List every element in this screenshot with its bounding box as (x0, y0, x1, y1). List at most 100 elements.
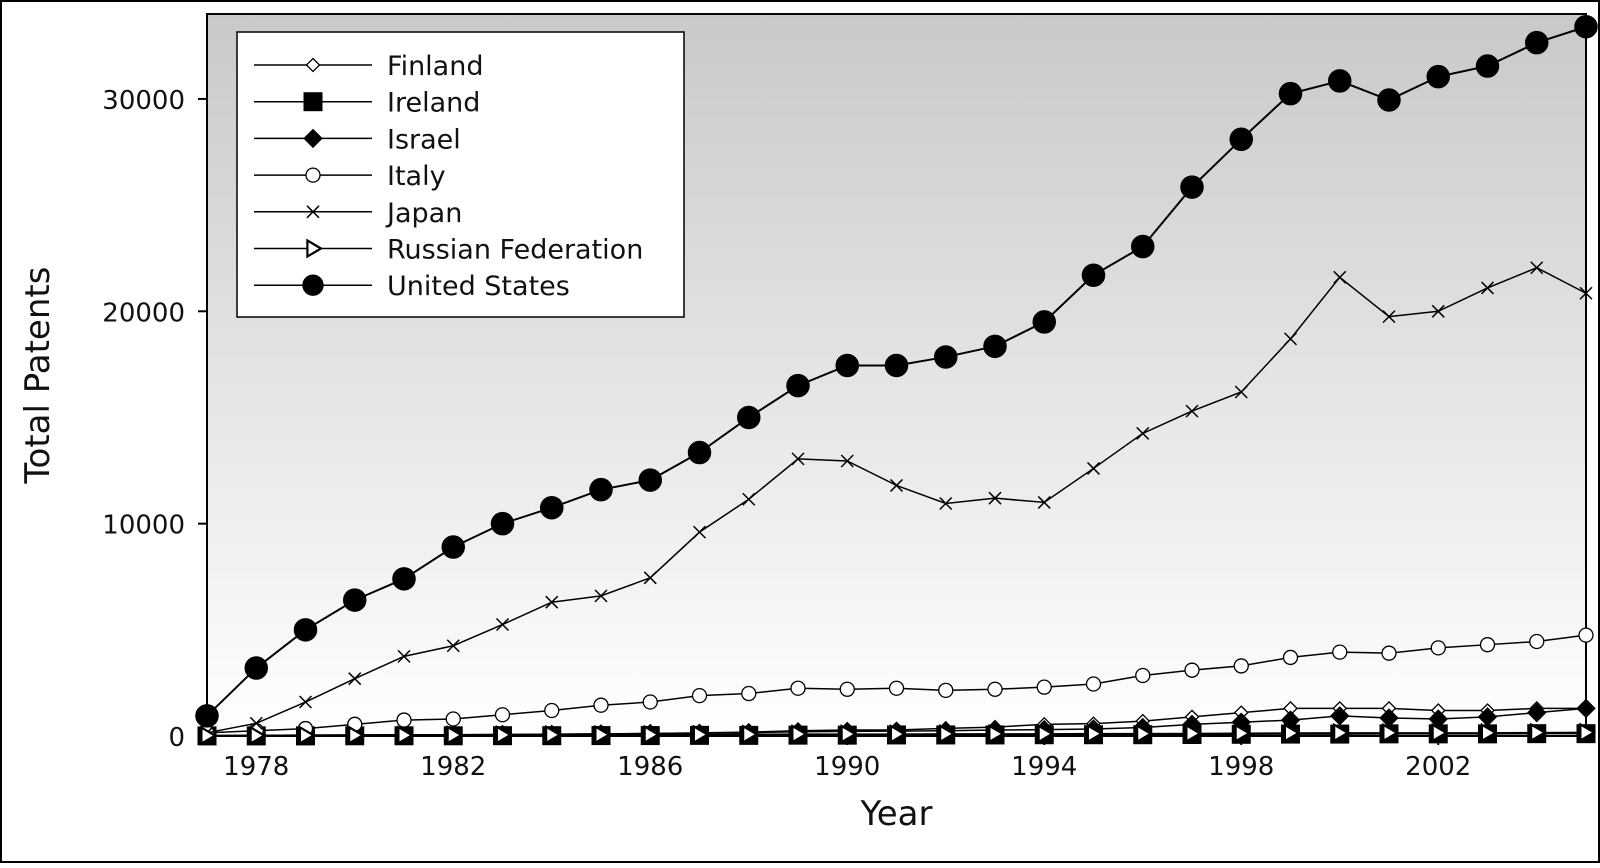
legend: Finland Ireland Israel Italy Japan Russian Fe… (236, 31, 685, 318)
data-point (1530, 261, 1544, 275)
legend-entry: Finland (254, 51, 483, 82)
data-point (1382, 310, 1396, 324)
data-point (1037, 495, 1051, 509)
data-point (494, 707, 511, 723)
data-point (1578, 627, 1594, 643)
data-point (888, 680, 905, 696)
series-russian-federation (200, 722, 1597, 746)
data-point (1037, 723, 1055, 744)
data-point (643, 724, 661, 745)
data-point (1278, 81, 1303, 106)
legend-entry: Israel (254, 124, 461, 155)
data-point (1332, 644, 1348, 660)
data-point (1477, 707, 1498, 727)
data-point (1382, 722, 1400, 743)
data-point (638, 468, 662, 492)
legend-label: Italy (387, 161, 446, 192)
y-axis-title: Total Patents (18, 267, 58, 485)
data-point (741, 685, 757, 702)
x-tick-label: 1986 (617, 752, 683, 782)
data-point (692, 525, 707, 539)
legend-entry: Russian Federation (254, 235, 643, 266)
data-point (1233, 658, 1249, 674)
y-tick-label: 20000 (102, 298, 185, 328)
legend-entry: Japan (254, 198, 462, 229)
data-point (446, 725, 464, 745)
data-point (545, 724, 562, 745)
data-point (987, 681, 1003, 697)
data-point (939, 723, 956, 744)
data-point (1185, 723, 1203, 744)
data-point (643, 571, 657, 585)
data-point (1229, 127, 1253, 152)
data-point (1579, 286, 1593, 300)
data-point (1180, 175, 1204, 199)
data-point (1136, 426, 1150, 440)
data-point (1234, 723, 1252, 744)
data-point (1184, 662, 1200, 678)
data-point (397, 649, 411, 663)
data-point (298, 695, 313, 709)
data-point (1032, 310, 1056, 334)
data-point (840, 724, 858, 745)
data-point (1081, 263, 1106, 287)
data-point (1431, 304, 1445, 318)
data-point (305, 57, 321, 73)
y-tick-label: 0 (168, 723, 185, 753)
data-point (889, 478, 904, 492)
data-point (495, 617, 510, 632)
data-point (545, 595, 559, 609)
data-point (840, 454, 854, 468)
data-point (1282, 649, 1299, 666)
data-point (594, 724, 612, 745)
data-point (544, 702, 560, 719)
data-point (939, 496, 953, 511)
data-point (445, 711, 461, 727)
data-point (1574, 14, 1598, 39)
data-point (791, 724, 809, 745)
data-point (303, 92, 323, 112)
data-point (348, 725, 365, 746)
data-point (1328, 69, 1352, 93)
data-point (988, 723, 1006, 744)
data-point (244, 656, 268, 680)
legend-label: Finland (387, 51, 483, 82)
data-point (889, 724, 907, 745)
legend-entry: Ireland (254, 88, 480, 119)
data-point (392, 567, 416, 591)
data-point (1135, 667, 1151, 684)
data-point (1527, 702, 1547, 723)
data-point (835, 353, 859, 378)
x-axis-title: Year (860, 794, 933, 834)
data-point (790, 680, 806, 696)
data-point (1136, 723, 1153, 744)
data-point (1234, 385, 1248, 399)
data-point (934, 345, 958, 369)
legend-label: Japan (385, 198, 462, 229)
data-point (1086, 461, 1101, 475)
data-point (1430, 640, 1446, 656)
data-point (1283, 723, 1301, 743)
series-layer (195, 14, 1598, 746)
data-point (594, 589, 608, 603)
data-point (1530, 722, 1547, 743)
data-point (691, 688, 708, 704)
data-point (983, 334, 1007, 359)
legend-entry: Italy (254, 161, 446, 192)
data-point (495, 725, 513, 745)
data-point (1480, 281, 1495, 295)
data-point (306, 238, 324, 259)
data-point (1579, 722, 1597, 743)
x-tick-label: 1982 (420, 752, 486, 782)
data-point (293, 618, 318, 642)
data-point (348, 672, 362, 686)
data-point (306, 205, 320, 219)
data-point (305, 167, 321, 183)
data-point (1283, 332, 1298, 346)
data-point (397, 725, 415, 746)
data-point (737, 405, 761, 430)
data-point (839, 681, 855, 697)
x-tick-label: 2002 (1405, 752, 1471, 782)
data-point (1036, 679, 1052, 695)
